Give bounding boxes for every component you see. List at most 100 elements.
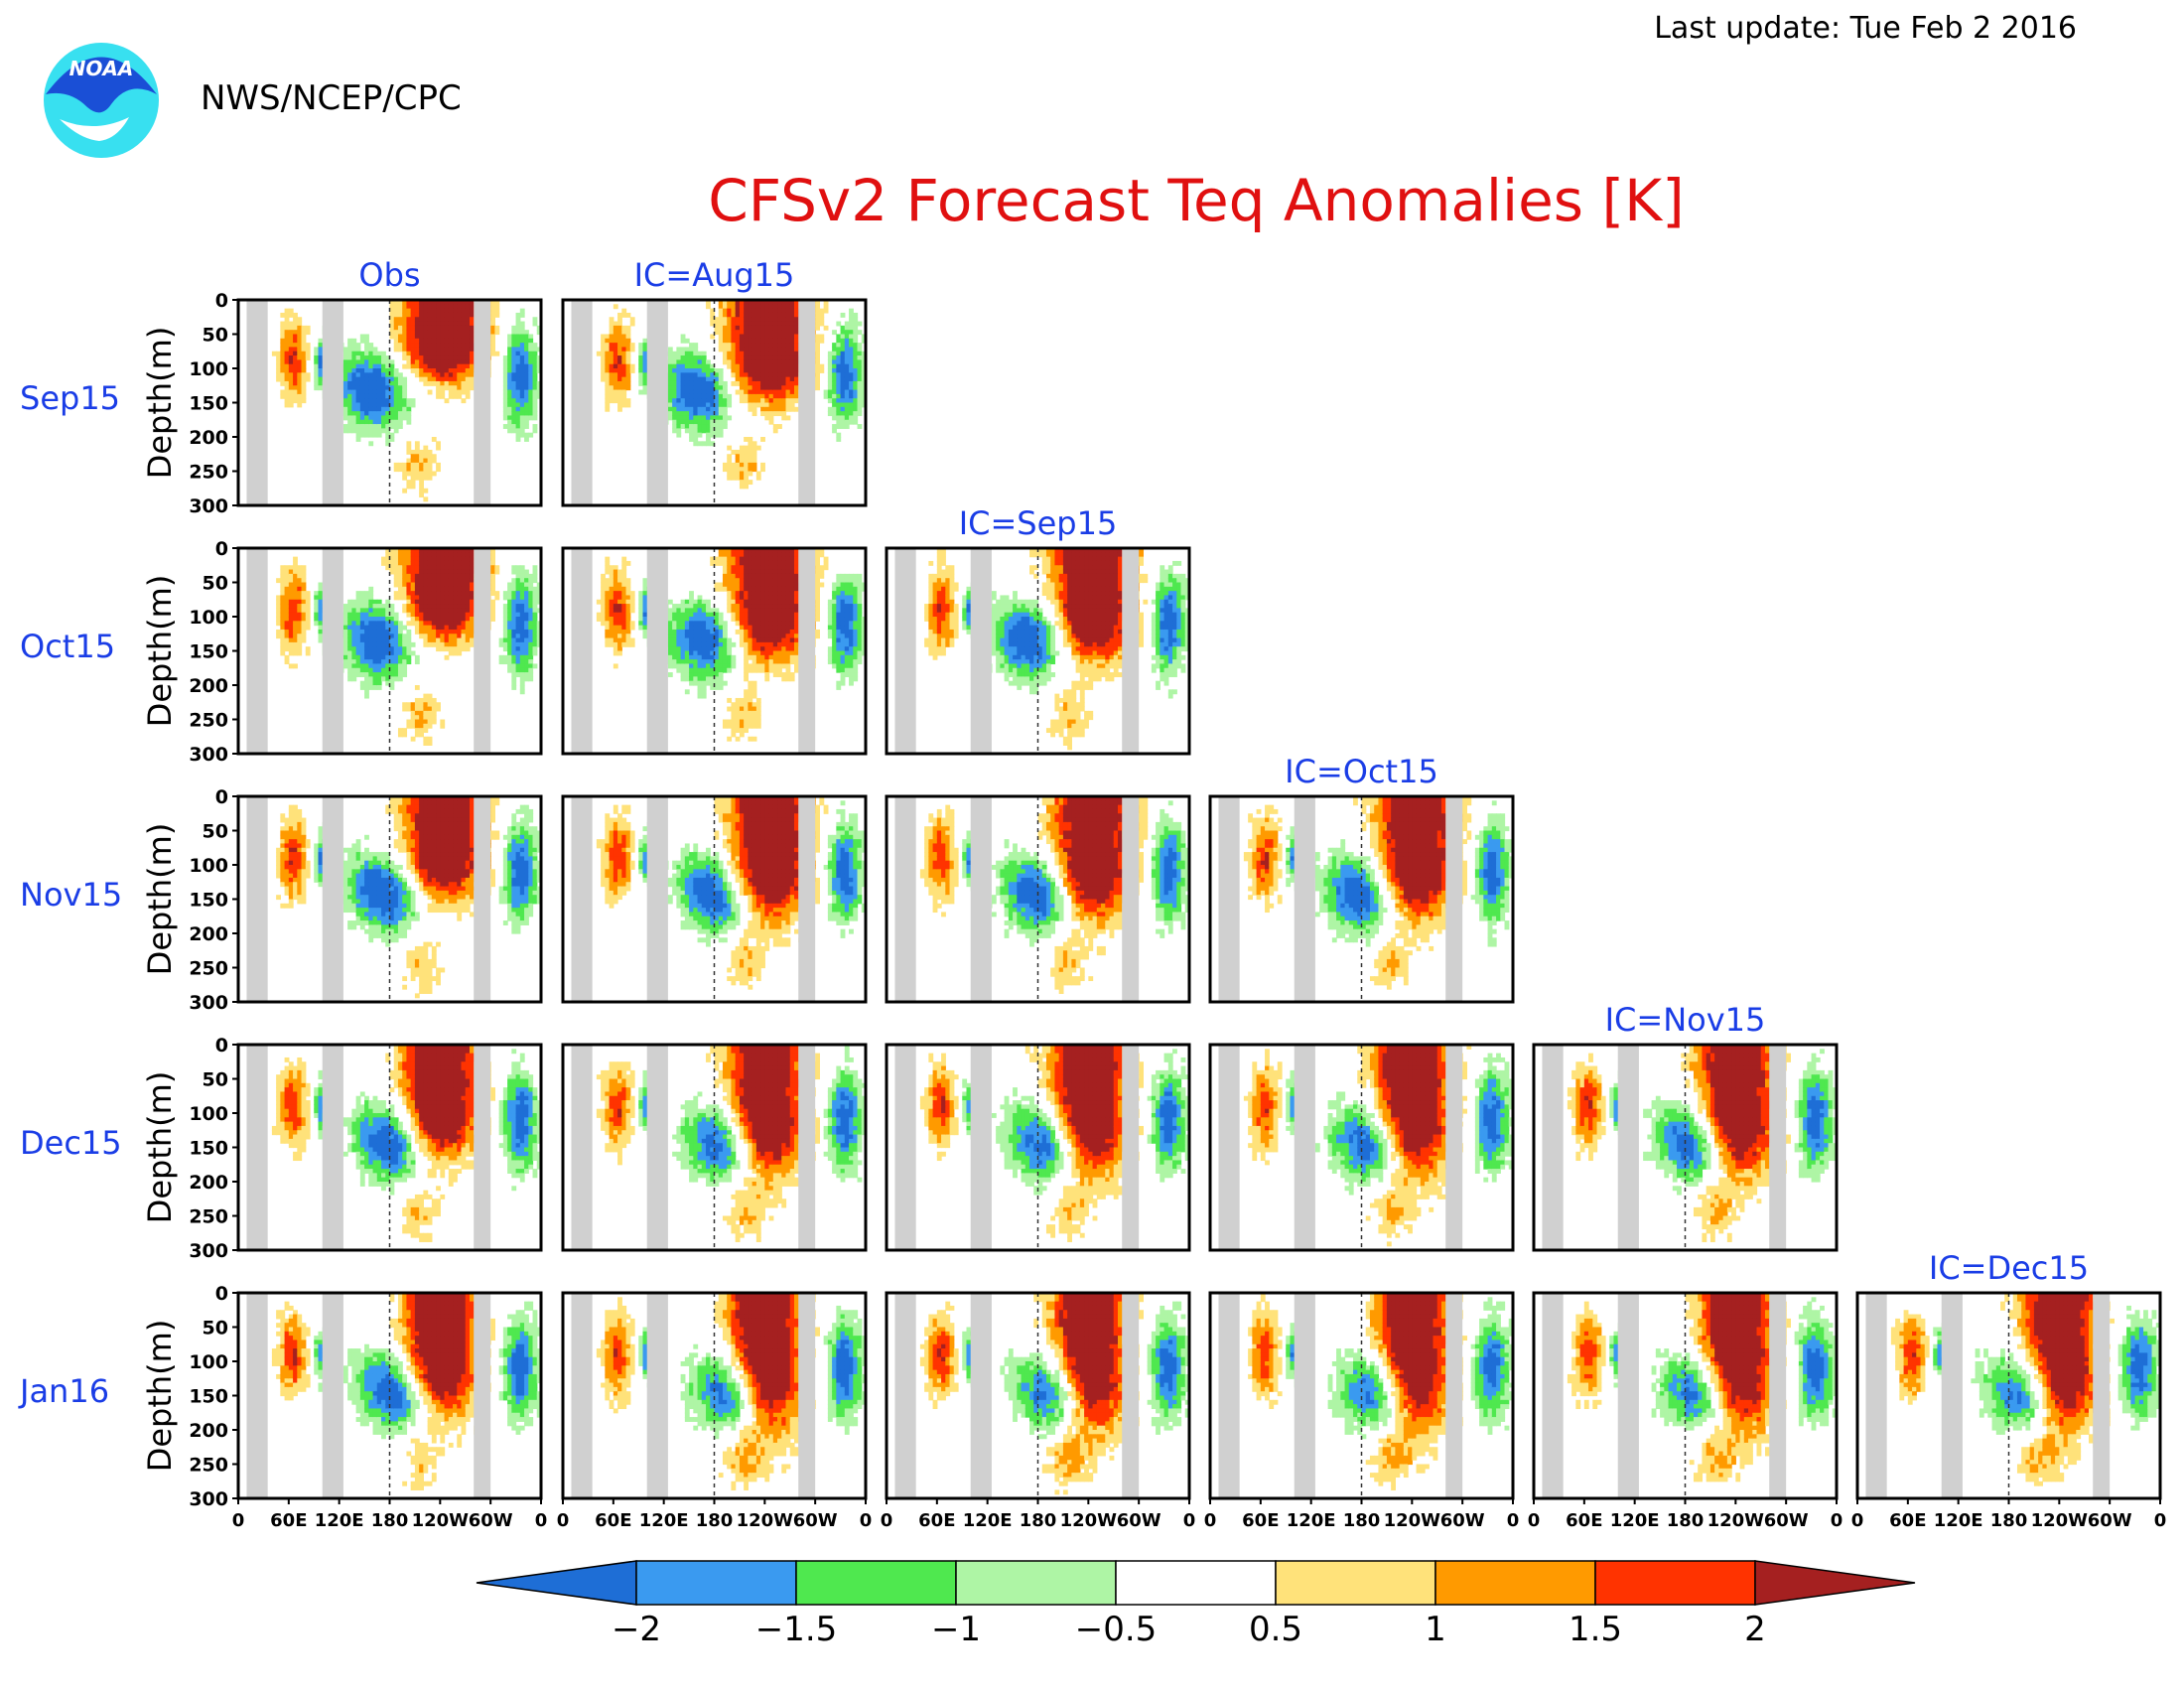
field-cell [520,411,525,416]
field-cell [302,591,307,596]
field-cell [849,407,854,412]
field-cell [449,390,454,395]
field-cell [736,372,741,377]
field-cell [597,352,602,356]
field-cell [853,343,858,348]
field-cell [436,565,441,570]
field-cell [727,638,732,643]
field-cell [343,372,348,377]
field-cell [841,415,846,420]
field-cell [415,711,420,716]
field-cell [605,352,610,356]
field-cell [297,626,302,631]
field-cell [394,347,399,352]
field-cell [676,403,681,408]
field-cell [845,339,850,344]
field-cell [293,578,298,583]
field-cell [773,390,778,395]
field-cell [419,570,424,575]
field-cell [449,313,454,318]
field-cell [377,659,382,664]
field-cell [605,385,610,390]
field-cell [377,428,382,433]
field-cell [411,724,416,729]
field-cell [756,355,761,360]
field-cell [377,600,382,605]
field-cell [494,595,499,600]
field-cell [318,364,323,369]
field-cell [626,381,631,386]
field-cell [436,317,441,322]
field-cell [731,570,736,575]
field-cell [423,309,428,314]
field-cell [764,659,769,664]
field-cell [402,561,407,566]
panel-0-1: IC=Aug15 [563,256,867,505]
field-cell [406,570,411,575]
field-cell [706,659,711,664]
field-cell [462,385,467,390]
field-cell [794,377,799,382]
field-cell [449,359,454,364]
field-cell [297,604,302,609]
field-cell [440,317,445,322]
field-cell [642,355,647,360]
field-cell [445,634,450,638]
field-cell [689,368,694,373]
field-cell [360,608,365,613]
field-cell [723,587,728,592]
field-cell [285,385,290,390]
field-cell [432,600,437,605]
field-cell [449,330,454,335]
field-cell [790,390,795,395]
field-cell [760,411,765,416]
field-cell [285,339,290,344]
field-cell [773,655,778,660]
field-cell [614,630,618,635]
field-cell [297,326,302,331]
field-cell [466,385,471,390]
field-cell [503,621,508,626]
field-cell [773,638,778,643]
field-cell [423,561,428,566]
field-cell [368,433,373,438]
field-cell [614,565,618,570]
field-cell [736,368,741,373]
land-mask [647,300,668,505]
field-cell [428,368,433,373]
field-cell [507,415,512,420]
field-cell [423,330,428,335]
field-cell [533,355,538,360]
field-cell [727,343,732,348]
field-cell [394,583,399,588]
field-cell [449,626,454,631]
field-cell [347,420,352,425]
field-cell [681,398,686,403]
field-cell [394,595,399,600]
field-cell [668,642,673,647]
field-cell [415,655,420,660]
field-cell [524,390,529,395]
field-cell [769,561,774,566]
field-cell [377,655,382,660]
field-cell [858,368,863,373]
field-cell [727,587,732,592]
field-cell [428,741,433,746]
field-cell [731,317,736,322]
field-cell [773,668,778,673]
field-cell [432,381,437,386]
field-cell [343,403,348,408]
field-cell [769,668,774,673]
field-cell [760,557,765,562]
field-cell [764,326,769,331]
field-cell [605,600,610,605]
field-cell [289,630,294,635]
field-cell [740,617,745,622]
field-cell [719,415,724,420]
field-cell [445,600,450,605]
field-cell [449,642,454,647]
field-cell [630,343,635,348]
field-cell [364,359,369,364]
field-cell [614,600,618,605]
